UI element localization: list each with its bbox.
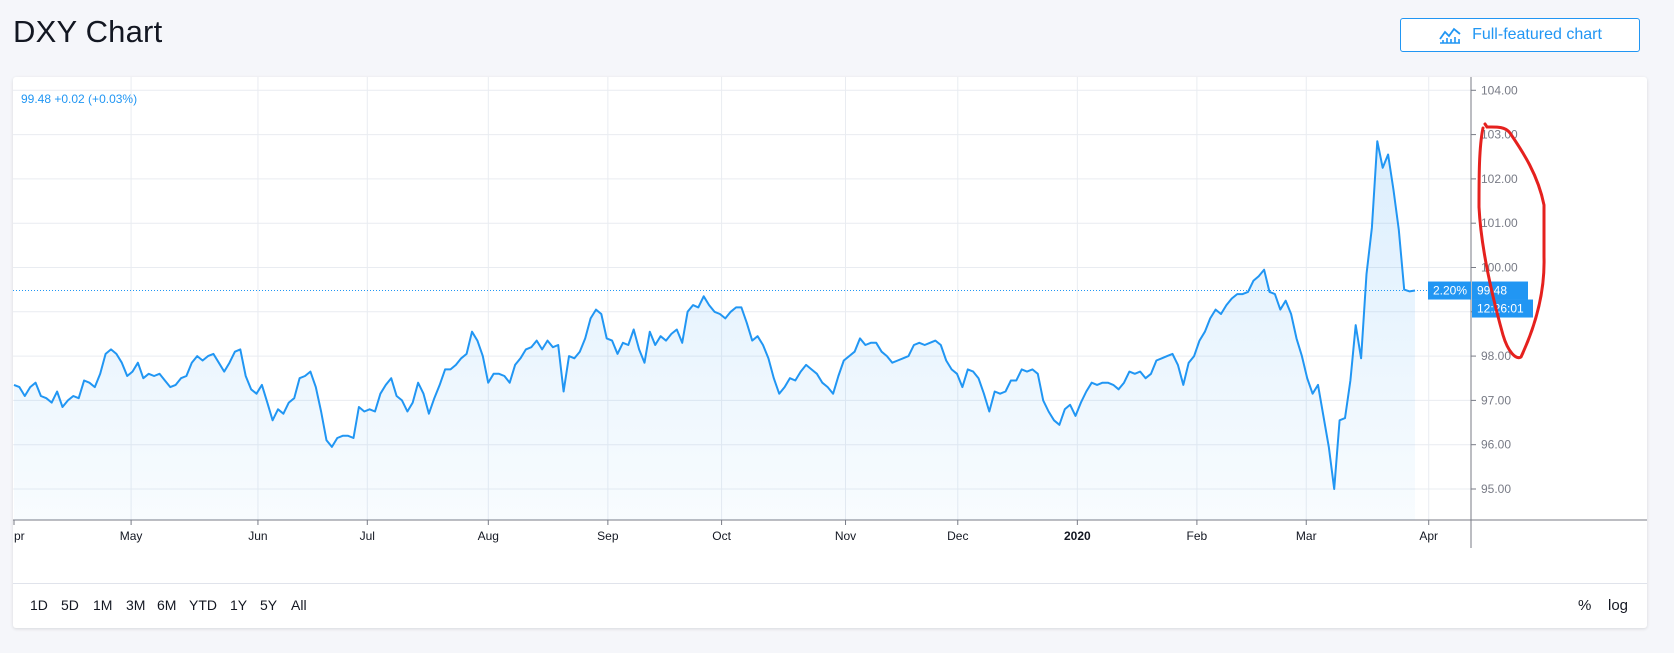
x-tick-label: Oct [712,529,731,543]
page-title: DXY Chart [13,14,163,49]
range-button-ytd[interactable]: YTD [189,597,217,613]
range-button-5d[interactable]: 5D [61,597,79,613]
y-tick-label: 98.00 [1481,349,1511,363]
x-tick-label: 2020 [1064,529,1091,543]
series-area [14,141,1415,520]
y-tick-label: 102.00 [1481,172,1518,186]
full-featured-chart-button[interactable]: Full-featured chart [1400,18,1640,52]
x-tick-label: Aug [478,529,499,543]
chart-card: 104.00103.00102.00101.00100.0099.0098.00… [13,77,1647,628]
y-tick-label: 97.00 [1481,393,1511,407]
range-button-all[interactable]: All [291,597,307,613]
x-tick-label: Dec [947,529,968,543]
price-readout: 99.48 +0.02 (+0.03%) [21,92,138,106]
x-tick-label: Jun [248,529,267,543]
x-tick-label: Nov [835,529,856,543]
full-featured-chart-label: Full-featured chart [1472,26,1602,43]
x-tick-label: pr [14,529,25,543]
range-button-1d[interactable]: 1D [30,597,48,613]
x-tick-label: Mar [1296,529,1317,543]
x-tick-label: May [120,529,143,543]
range-button-1y[interactable]: 1Y [230,597,248,613]
price-label-box [1472,281,1528,300]
y-tick-label: 104.00 [1481,83,1518,97]
y-tick-label: 100.00 [1481,260,1518,274]
price-chart[interactable]: 104.00103.00102.00101.00100.0099.0098.00… [13,77,1647,584]
range-button-6m[interactable]: 6M [157,597,177,613]
range-toolbar: 1D 5D 1M 3M 6M YTD 1Y 5Y All% log [13,583,1647,628]
chart-line-icon [1439,27,1461,44]
x-tick-label: Apr [1419,529,1438,543]
x-tick-label: Feb [1187,529,1208,543]
percent-label-box [1428,281,1471,300]
range-button-5y[interactable]: 5Y [260,597,278,613]
y-tick-label: 101.00 [1481,216,1518,230]
x-tick-label: Sep [597,529,619,543]
range-button-1m[interactable]: 1M [93,597,113,613]
percent-label: 2.20% [1433,284,1467,298]
countdown-label: 12:26:01 [1477,302,1524,316]
range-button-3m[interactable]: 3M [126,597,146,613]
annotation-loop [1477,122,1546,360]
countdown-label-box [1472,299,1533,318]
x-tick-label: Jul [360,529,375,543]
log-scale-toggle[interactable]: log [1608,597,1629,614]
series-line [13,140,1416,490]
y-tick-label: 95.00 [1481,482,1511,496]
y-tick-label: 96.00 [1481,438,1511,452]
percent-scale-toggle[interactable]: % [1578,597,1592,614]
